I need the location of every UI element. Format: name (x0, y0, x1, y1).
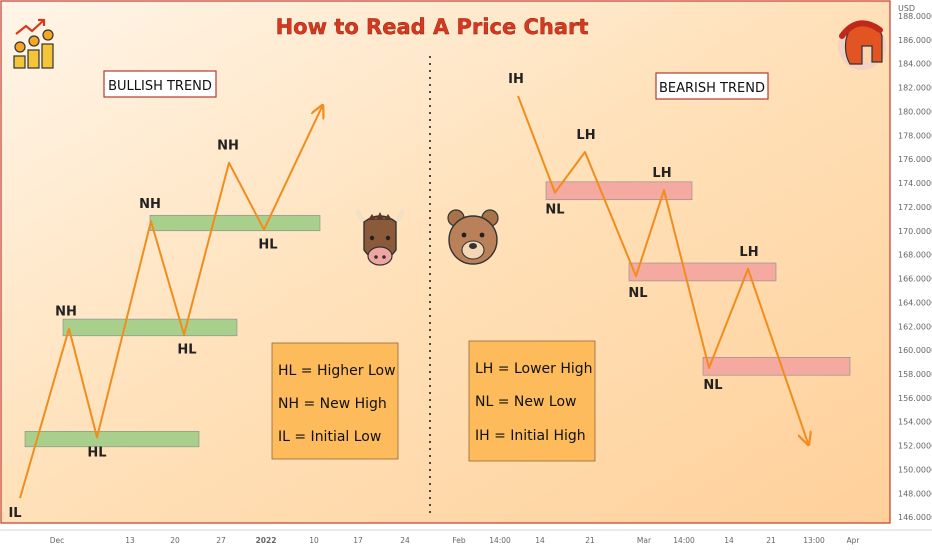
time-tick: 14:00 (489, 536, 511, 545)
bearish-legend-line-3: IH = Initial High (475, 428, 586, 444)
price-tick: 178.00000 (898, 131, 932, 140)
price-tick: 184.00000 (898, 60, 932, 69)
bearish-legend-box (468, 340, 596, 462)
time-tick: 2022 (256, 536, 277, 545)
bullish-swing-label: HL (87, 445, 106, 460)
bearish-trend-line (517, 95, 808, 443)
price-tick: 170.00000 (898, 227, 932, 236)
bearish-swing-label: LH (652, 166, 671, 181)
bullish-title-box (103, 70, 217, 98)
time-tick: 24 (400, 536, 410, 545)
price-tick: 180.00000 (898, 107, 932, 116)
price-tick: 156.00000 (898, 394, 932, 403)
bullish-swing-label: NH (139, 197, 161, 212)
price-tick: 188.00000 (898, 12, 932, 21)
price-tick: 174.00000 (898, 179, 932, 188)
time-tick: Dec (50, 536, 65, 545)
price-tick: 162.00000 (898, 322, 932, 331)
bullish-trend-line (19, 107, 322, 499)
bullish-legend-box (271, 342, 399, 460)
price-tick: 168.00000 (898, 251, 932, 260)
price-tick: 182.00000 (898, 84, 932, 93)
time-tick: 21 (585, 536, 595, 545)
bullish-swing-label: HL (177, 343, 196, 358)
bull-icon (355, 209, 405, 266)
bullish-swing-label: IL (8, 506, 21, 521)
price-tick: 166.00000 (898, 275, 932, 284)
price-tick: 160.00000 (898, 346, 932, 355)
bearish-title-box (655, 72, 769, 100)
time-tick: 17 (353, 536, 363, 545)
price-tick: 186.00000 (898, 36, 932, 45)
bullish-swing-label: HL (258, 238, 277, 253)
bearish-zone (628, 262, 777, 282)
time-tick: Mar (637, 536, 652, 545)
time-tick: 13:00 (803, 536, 825, 545)
bullish-legend-line-2: NH = New High (278, 396, 387, 412)
bullish-title: BULLISH TREND (108, 79, 212, 94)
bullish-legend-line-1: HL = Higher Low (278, 363, 396, 379)
time-tick: Feb (452, 536, 466, 545)
bullish-zone (149, 214, 321, 232)
price-tick: 158.00000 (898, 370, 932, 379)
time-tick: 13 (125, 536, 135, 545)
bearish-swing-label: IH (508, 72, 524, 87)
time-tick: 14 (724, 536, 734, 545)
bullish-zone (62, 318, 238, 337)
time-tick: 27 (216, 536, 226, 545)
support-resistance-zones (24, 181, 851, 448)
bearish-swing-label: LH (576, 128, 595, 143)
time-tick: 20 (170, 536, 180, 545)
price-tick: 176.00000 (898, 155, 932, 164)
time-tick: 14:00 (673, 536, 695, 545)
bearish-legend-line-1: LH = Lower High (475, 361, 593, 377)
bullish-legend: HL = Higher Low NH = New High IL = Initi… (271, 342, 399, 460)
price-tick: 154.00000 (898, 418, 932, 427)
time-axis (0, 530, 932, 550)
time-tick: 10 (309, 536, 319, 545)
price-axis (891, 0, 932, 530)
time-tick: 21 (766, 536, 776, 545)
bearish-title: BEARISH TREND (659, 81, 765, 96)
price-tick: 146.00000 (898, 513, 932, 522)
bearish-swing-label: LH (739, 245, 758, 260)
bullish-zone (24, 430, 200, 448)
bullish-swing-label: NH (55, 305, 77, 320)
swing-labels: IL NH HL NH HL NH HL IH NL LH NL LH NL LH (8, 72, 758, 521)
currency-label: USD (898, 4, 915, 13)
price-tick: 164.00000 (898, 298, 932, 307)
bearish-swing-label: NL (628, 286, 647, 301)
trend-lines (19, 95, 808, 499)
time-tick: 14 (535, 536, 545, 545)
price-tick: 172.00000 (898, 203, 932, 212)
price-axis-ticks: 188.00000 186.00000 184.00000 182.00000 180.… (898, 12, 932, 522)
bearish-zone (545, 181, 693, 201)
spartan-helmet-icon (838, 20, 886, 70)
bearish-legend: LH = Lower High NL = New Low IH = Initia… (468, 340, 596, 462)
bullish-legend-line-3: IL = Initial Low (278, 429, 381, 445)
bearish-swing-label: NL (545, 203, 564, 218)
chart-title: How to Read A Price Chart (276, 15, 589, 39)
bearish-legend-line-2: NL = New Low (475, 394, 576, 410)
bear-icon (447, 209, 499, 265)
money-growth-icon (13, 18, 54, 69)
bearish-zone (702, 356, 851, 376)
price-tick: 150.00000 (898, 465, 932, 474)
bearish-swing-label: NL (703, 378, 722, 393)
bullish-swing-label: NH (217, 139, 239, 154)
time-axis-ticks: Dec 13 20 27 2022 10 17 24 Feb 14:00 14 21 Mar 14:00 1… (50, 536, 861, 545)
price-tick: 148.00000 (898, 489, 932, 498)
price-tick: 152.00000 (898, 442, 932, 451)
time-tick: Apr (847, 536, 861, 545)
